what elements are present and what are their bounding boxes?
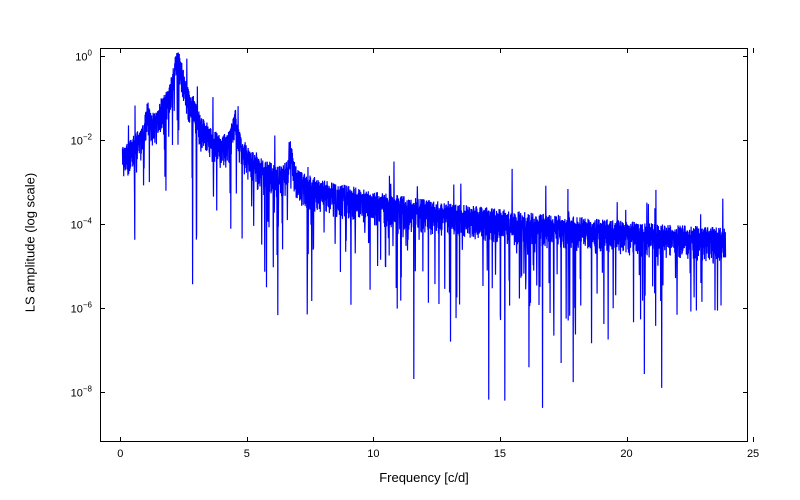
y-tick [743, 140, 748, 141]
y-tick-label: 10−4 [71, 217, 92, 232]
y-tick [743, 308, 748, 309]
x-tick [247, 48, 248, 53]
x-tick [753, 437, 754, 442]
y-tick [743, 224, 748, 225]
x-tick [500, 48, 501, 53]
x-tick [373, 48, 374, 53]
periodogram-line [101, 49, 747, 441]
x-tick [753, 48, 754, 53]
x-tick [500, 437, 501, 442]
x-tick [627, 48, 628, 53]
x-axis-label: Frequency [c/d] [100, 470, 748, 485]
x-tick-label: 10 [367, 448, 379, 460]
x-tick-label: 20 [620, 448, 632, 460]
y-tick [100, 308, 105, 309]
x-tick [373, 437, 374, 442]
y-tick-label: 10−2 [71, 133, 92, 148]
y-tick-label: 100 [75, 49, 92, 64]
y-tick [100, 140, 105, 141]
figure: Frequency [c/d] LS amplitude (log scale)… [0, 0, 800, 500]
x-tick-label: 25 [747, 448, 759, 460]
x-tick [247, 437, 248, 442]
y-tick-label: 10−8 [71, 384, 92, 399]
y-tick [100, 392, 105, 393]
x-tick-label: 15 [494, 448, 506, 460]
y-tick [743, 392, 748, 393]
y-tick [100, 56, 105, 57]
x-tick [627, 437, 628, 442]
x-tick [120, 48, 121, 53]
y-axis-label: LS amplitude (log scale) [23, 123, 38, 363]
y-tick [100, 224, 105, 225]
y-tick [743, 56, 748, 57]
y-tick-label: 10−6 [71, 301, 92, 316]
plot-axes [100, 48, 748, 442]
x-tick [120, 437, 121, 442]
periodogram-trace [122, 52, 725, 407]
x-tick-label: 5 [244, 448, 250, 460]
x-tick-label: 0 [117, 448, 123, 460]
